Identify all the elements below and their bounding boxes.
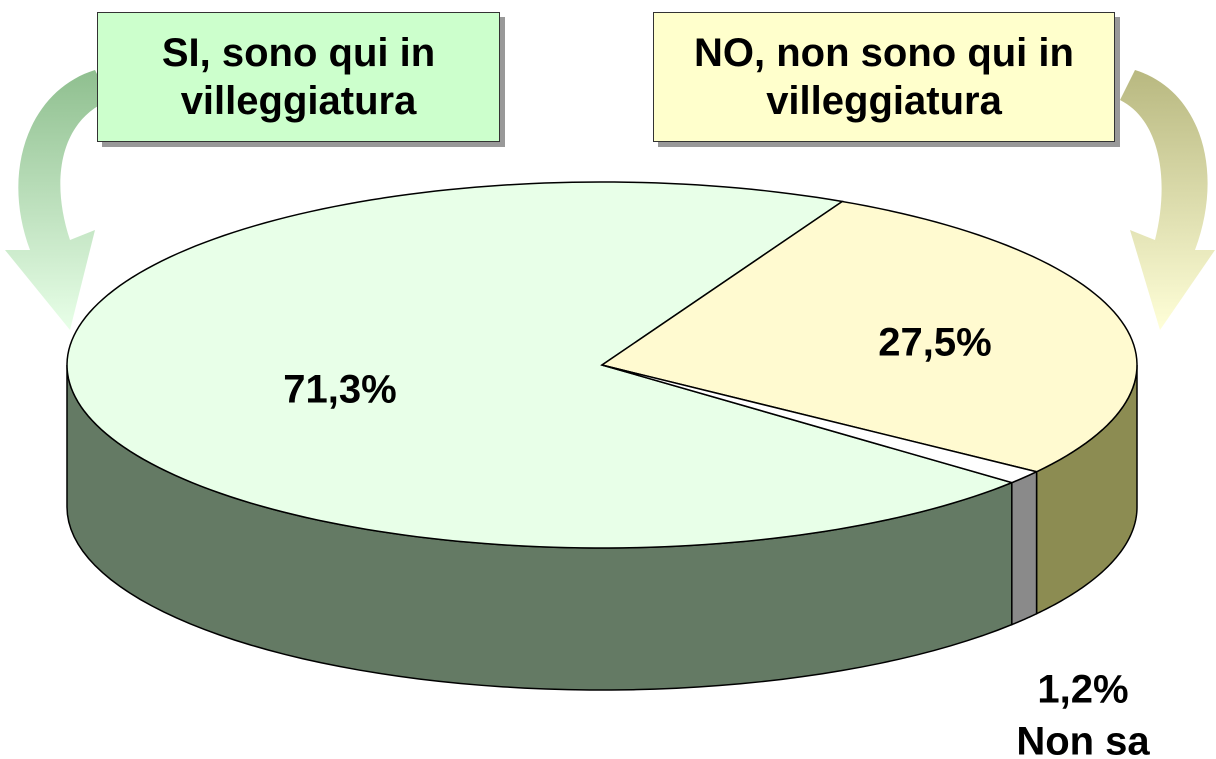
data-label: 71,3% bbox=[283, 368, 396, 412]
pie-slice bbox=[600, 200, 1138, 473]
pie-slice bbox=[601, 364, 1039, 484]
legend-box-no: NO, non sono qui in villeggiatura bbox=[653, 12, 1115, 142]
data-label: 1,2% bbox=[1037, 668, 1128, 712]
data-label: 27,5% bbox=[878, 321, 991, 365]
arrow-right bbox=[1120, 70, 1215, 330]
category-label: Non sa bbox=[1016, 720, 1150, 759]
pie-side bbox=[1011, 470, 1038, 626]
pie-slice bbox=[66, 181, 1015, 549]
legend-box-si: SI, sono qui in villeggiatura bbox=[97, 12, 500, 142]
arrow-left bbox=[5, 70, 110, 330]
